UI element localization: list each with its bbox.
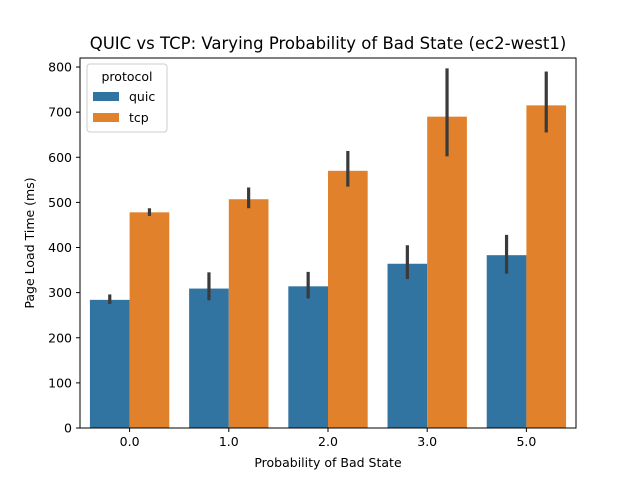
y-axis-label: Page Load Time (ms) — [22, 177, 37, 308]
plot-area — [89, 68, 567, 428]
legend-label-quic: quic — [129, 89, 155, 104]
y-tick-label: 500 — [48, 195, 72, 210]
y-tick-label: 100 — [48, 375, 72, 390]
bar-quic-2.0 — [288, 286, 328, 428]
y-tick-label: 400 — [48, 240, 72, 255]
series-quic — [89, 234, 527, 428]
bar-quic-1.0 — [189, 288, 229, 428]
legend: protocol quic tcp — [86, 63, 168, 133]
bar-tcp-0.0 — [129, 212, 170, 428]
bar-quic-3.0 — [387, 263, 428, 428]
y-tick-label: 200 — [48, 330, 72, 345]
legend-title: protocol — [102, 69, 153, 84]
legend-label-tcp: tcp — [129, 110, 149, 125]
bar-tcp-1.0 — [228, 199, 269, 428]
bar-quic-0.0 — [89, 299, 130, 428]
x-tick-label: 5.0 — [516, 434, 536, 449]
y-tick-label: 700 — [48, 105, 72, 120]
x-tick-label: 1.0 — [219, 434, 239, 449]
legend-swatch-quic — [93, 92, 119, 101]
bar-tcp-3.0 — [427, 116, 467, 428]
bar-tcp-2.0 — [328, 170, 368, 428]
bar-quic-5.0 — [486, 255, 527, 428]
y-tick-label: 300 — [48, 285, 72, 300]
y-tick-label: 800 — [48, 60, 72, 75]
chart-title: QUIC vs TCP: Varying Probability of Bad … — [90, 34, 567, 53]
y-tick-label: 600 — [48, 150, 72, 165]
bar-tcp-5.0 — [526, 105, 567, 428]
axes: 0 100 200 300 400 500 600 700 800 0.0 1.0 2.0 3.0 5.0 — [48, 57, 577, 449]
y-tick-label: 0 — [64, 421, 72, 436]
legend-swatch-tcp — [93, 113, 119, 122]
x-tick-label: 2.0 — [318, 434, 338, 449]
x-tick-label: 0.0 — [120, 434, 140, 449]
series-tcp — [129, 68, 567, 428]
x-axis-label: Probability of Bad State — [254, 455, 402, 470]
x-tick-label: 3.0 — [417, 434, 437, 449]
